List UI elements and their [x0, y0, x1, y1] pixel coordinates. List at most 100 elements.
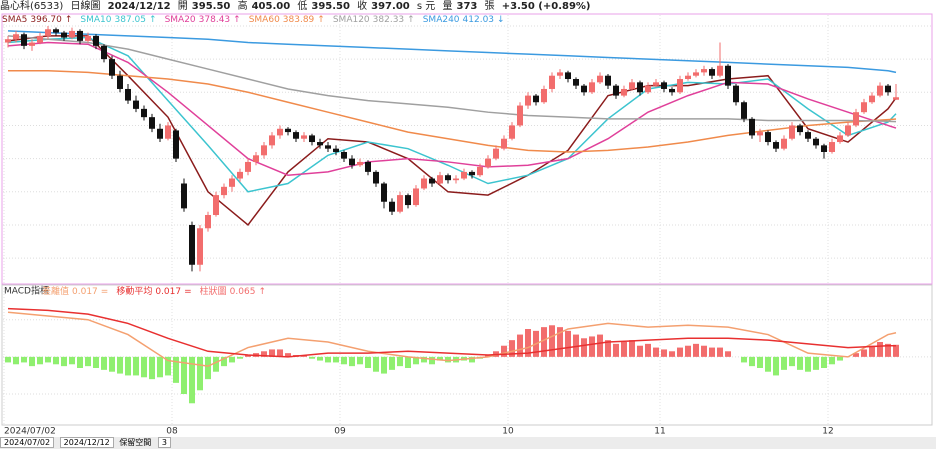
reserve-input[interactable]: 3 — [157, 437, 171, 448]
candle-body — [333, 148, 339, 152]
candle-body — [765, 132, 771, 143]
candle-body — [157, 128, 163, 139]
candle-body — [589, 82, 595, 93]
candle-body — [541, 88, 547, 103]
histogram-bar — [677, 347, 683, 357]
legend-value_label: 396.70 — [30, 15, 62, 25]
x-tick-label: 08 — [166, 427, 178, 437]
candle-body — [629, 82, 635, 89]
legend: 差離值 0.017 = 移動平均 0.017 = 柱狀圖 0.065 ↑ — [42, 285, 266, 297]
candle-body — [837, 135, 843, 143]
histogram-bar — [637, 345, 643, 357]
histogram-bar — [245, 355, 251, 357]
value: 405.00 — [251, 1, 291, 12]
candle-body — [125, 88, 131, 101]
candle-body — [693, 72, 699, 76]
histogram-bar — [741, 356, 747, 363]
candle-body — [893, 97, 899, 100]
histogram-bar — [61, 356, 67, 367]
line — [7, 36, 897, 193]
candle-body — [885, 85, 891, 93]
histogram-bar — [781, 356, 787, 370]
histogram-bar — [661, 349, 667, 357]
candle-body — [349, 158, 355, 166]
candle-body — [685, 75, 691, 80]
legend-value_label: 387.05 — [115, 15, 147, 25]
x-tick-label: 2024/07/02 — [4, 427, 56, 437]
histogram-bar — [445, 356, 451, 363]
candle-body — [709, 69, 715, 76]
legend-value_label: 412.03 — [463, 15, 495, 25]
legend-trend: ↑ — [233, 15, 241, 25]
candle-body — [597, 75, 603, 83]
candle-body — [397, 195, 403, 212]
candle-body — [237, 171, 243, 179]
candle-body — [813, 138, 819, 146]
line — [7, 35, 897, 123]
x-tick-label: 12 — [822, 427, 833, 437]
legend-value_label: 0.065 — [230, 287, 256, 297]
histogram-bar — [109, 356, 115, 372]
histogram-bar — [381, 356, 387, 374]
histogram-bar — [309, 356, 315, 359]
candle-body — [85, 35, 91, 41]
start-date[interactable]: 2024/07/02 — [0, 437, 55, 448]
legend-trend: ↑ — [65, 15, 73, 25]
histogram-bar — [45, 356, 51, 363]
histogram-bar — [101, 356, 107, 370]
candle-body — [253, 155, 259, 162]
histogram-bar — [413, 356, 419, 365]
label: 低 — [297, 1, 308, 12]
histogram-bar — [861, 349, 867, 357]
candle-body — [277, 128, 283, 136]
label: 高 — [237, 1, 248, 12]
candle-body — [341, 151, 347, 159]
legend-trend: ↑ — [149, 15, 157, 25]
candle-body — [613, 85, 619, 96]
histogram-bar — [157, 356, 163, 378]
histogram-bar — [693, 343, 699, 357]
histogram-bar — [197, 356, 203, 391]
candle-body — [165, 125, 171, 139]
histogram-bar — [829, 356, 835, 365]
histogram-bar — [589, 336, 595, 357]
candle-body — [861, 102, 867, 113]
candle-body — [805, 132, 811, 139]
candle-body — [717, 65, 723, 76]
histogram-bar — [509, 340, 515, 357]
end-date[interactable]: 2024/12/12 — [59, 437, 114, 448]
candle-body — [357, 161, 363, 166]
candle-body — [757, 132, 763, 136]
histogram-bar — [709, 347, 715, 357]
legend-trend: ↑ — [317, 15, 325, 25]
histogram-bar — [213, 356, 219, 372]
candle-body — [173, 130, 179, 159]
histogram-bar — [581, 338, 587, 357]
candle-body — [101, 45, 107, 60]
histogram-bar — [133, 356, 139, 376]
candle-body — [501, 138, 507, 149]
x-tick-label: 11 — [654, 427, 665, 437]
line — [7, 41, 897, 176]
candle-body — [37, 35, 43, 43]
histogram-bar — [189, 356, 195, 404]
histogram-bar — [37, 356, 43, 365]
histogram-bar — [13, 356, 19, 365]
histogram-bar — [557, 327, 563, 357]
value: 395.50 — [311, 1, 350, 12]
candle-body — [77, 30, 83, 41]
histogram-bar — [717, 347, 723, 357]
histogram-bar — [357, 356, 363, 365]
candle-body — [69, 30, 75, 38]
candle-body — [437, 175, 443, 184]
candle-body — [477, 166, 483, 176]
value: 397.00 — [371, 1, 410, 12]
legend-name: 差離值 — [42, 285, 69, 297]
candle-body — [141, 108, 147, 118]
histogram-bar — [181, 356, 187, 394]
histogram-bar — [765, 356, 771, 372]
histogram-bar — [165, 356, 171, 376]
legend: SMA5 396.70 ↑ SMA10 387.05 ↑ SMA20 378.43 ↑ SMA60… — [2, 15, 505, 25]
